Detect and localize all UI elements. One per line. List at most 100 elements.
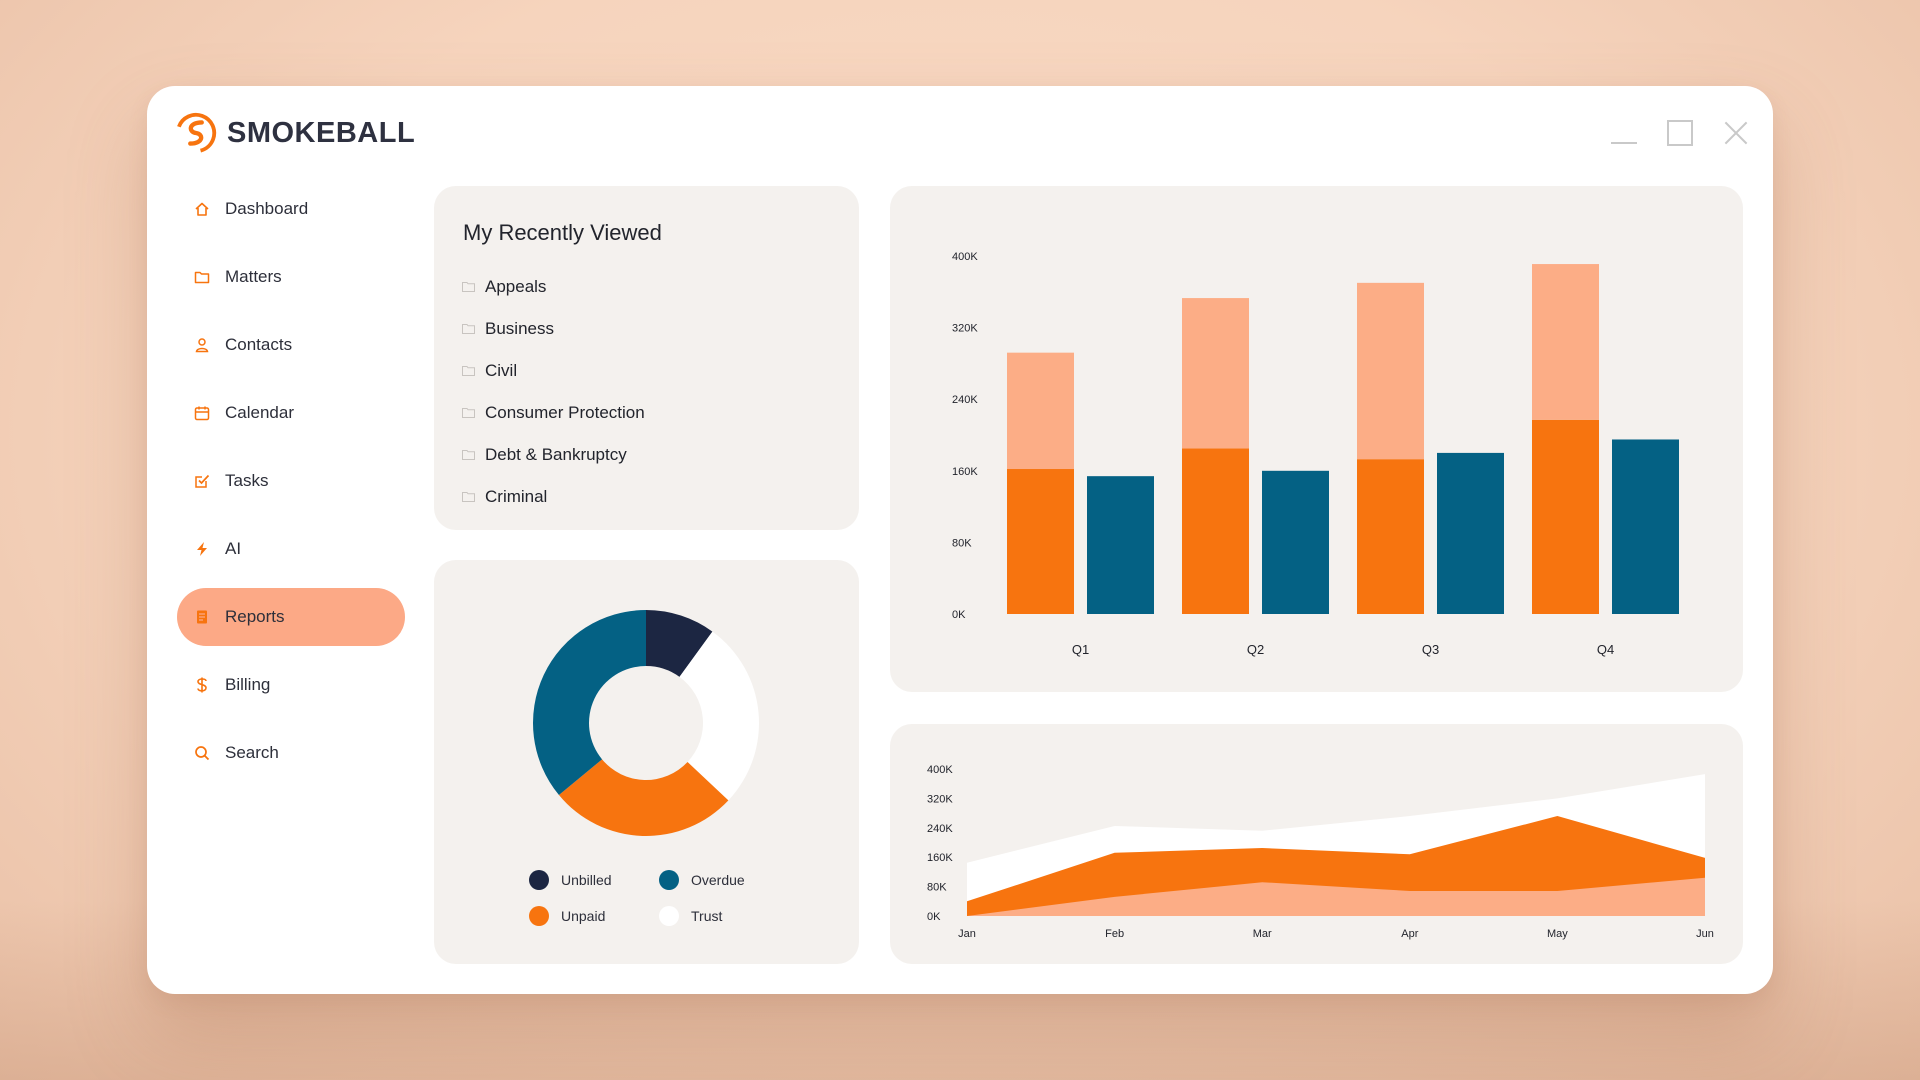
list-item[interactable]: Appeals bbox=[462, 266, 645, 308]
lightning-icon bbox=[193, 540, 211, 558]
list-item-label: Criminal bbox=[485, 487, 548, 506]
sidebar-item-matters[interactable]: Matters bbox=[177, 248, 405, 306]
home-icon bbox=[193, 200, 211, 218]
folder-icon bbox=[462, 450, 475, 460]
list-item-label: Appeals bbox=[485, 277, 547, 296]
sidebar-item-label: AI bbox=[225, 539, 242, 558]
legend-label: Unpaid bbox=[561, 908, 606, 924]
list-item-label: Business bbox=[485, 319, 554, 338]
brand-logo[interactable]: SMOKEBALL bbox=[173, 110, 415, 156]
maximize-icon[interactable] bbox=[1667, 120, 1693, 146]
donut-slice-overdue[interactable] bbox=[533, 610, 646, 796]
bar-segment-upper[interactable] bbox=[1532, 264, 1599, 420]
list-item[interactable]: Debt & Bankruptcy bbox=[462, 434, 645, 476]
close-icon[interactable] bbox=[1723, 120, 1749, 146]
x-tick-label: Feb bbox=[1105, 928, 1124, 940]
minimize-icon[interactable] bbox=[1611, 120, 1637, 146]
list-item[interactable]: Consumer Protection bbox=[462, 392, 645, 434]
calendar-icon bbox=[193, 404, 211, 422]
y-tick-label: 320K bbox=[927, 793, 953, 805]
y-tick-label: 240K bbox=[927, 823, 953, 835]
y-tick-label: 80K bbox=[952, 537, 972, 549]
sidebar-item-ai[interactable]: AI bbox=[177, 520, 405, 578]
x-tick-label: Q2 bbox=[1247, 642, 1264, 657]
sidebar-item-dashboard[interactable]: Dashboard bbox=[177, 180, 405, 238]
sidebar-item-tasks[interactable]: Tasks bbox=[177, 452, 405, 510]
document-icon bbox=[193, 608, 211, 626]
bar-segment-lower[interactable] bbox=[1007, 469, 1074, 614]
sidebar-item-billing[interactable]: Billing bbox=[177, 656, 405, 714]
legend-swatch bbox=[659, 870, 679, 890]
sidebar-item-reports[interactable]: Reports bbox=[177, 588, 405, 646]
bar-segment-upper[interactable] bbox=[1007, 352, 1074, 470]
legend-item-unpaid: Unpaid bbox=[529, 906, 659, 926]
y-tick-label: 320K bbox=[952, 323, 978, 335]
y-tick-label: 240K bbox=[952, 394, 978, 406]
bar-segment-upper[interactable] bbox=[1182, 298, 1249, 449]
x-tick-label: Jun bbox=[1696, 928, 1714, 940]
sidebar-item-contacts[interactable]: Contacts bbox=[177, 316, 405, 374]
y-tick-label: 80K bbox=[927, 882, 947, 894]
window-controls bbox=[1611, 120, 1749, 146]
bar-segment-lower[interactable] bbox=[1182, 448, 1249, 614]
y-tick-label: 160K bbox=[952, 466, 978, 478]
donut-chart bbox=[533, 610, 759, 836]
bar-second[interactable] bbox=[1087, 476, 1154, 614]
sidebar-item-label: Dashboard bbox=[225, 199, 309, 218]
sidebar-item-search[interactable]: Search bbox=[177, 724, 405, 782]
dollar-icon bbox=[193, 676, 211, 694]
list-item-label: Debt & Bankruptcy bbox=[485, 445, 627, 464]
sidebar-item-label: Contacts bbox=[225, 335, 293, 354]
legend-label: Overdue bbox=[691, 872, 745, 888]
search-icon bbox=[193, 744, 211, 762]
bar-segment-upper[interactable] bbox=[1357, 282, 1424, 460]
x-tick-label: Mar bbox=[1253, 928, 1272, 940]
x-tick-label: Q1 bbox=[1072, 642, 1089, 657]
x-tick-label: Jan bbox=[958, 928, 976, 940]
recently-viewed-card: My Recently Viewed Appeals Business Civi… bbox=[434, 186, 859, 530]
donut-chart-card: Unbilled Overdue Unpaid Trust bbox=[434, 560, 859, 964]
recently-viewed-title: My Recently Viewed bbox=[463, 220, 662, 245]
donut-legend: Unbilled Overdue Unpaid Trust bbox=[529, 870, 789, 926]
sidebar-item-label: Search bbox=[225, 743, 279, 762]
bar-segment-lower[interactable] bbox=[1357, 459, 1424, 614]
sidebar-item-label: Calendar bbox=[225, 403, 294, 422]
person-icon bbox=[193, 336, 211, 354]
sidebar-item-label: Tasks bbox=[225, 471, 269, 490]
legend-item-trust: Trust bbox=[659, 906, 789, 926]
folder-icon bbox=[462, 492, 475, 502]
legend-label: Unbilled bbox=[561, 872, 612, 888]
brand-name: SMOKEBALL bbox=[227, 116, 416, 149]
smokeball-logo-icon bbox=[175, 112, 217, 154]
list-item[interactable]: Criminal bbox=[462, 476, 645, 518]
donut-slice-unbilled[interactable] bbox=[646, 610, 713, 677]
task-icon bbox=[193, 472, 211, 490]
list-item[interactable]: Civil bbox=[462, 350, 645, 392]
sidebar-item-calendar[interactable]: Calendar bbox=[177, 384, 405, 442]
x-tick-label: May bbox=[1547, 928, 1568, 940]
area-series-front[interactable] bbox=[967, 877, 1705, 916]
bar-second[interactable] bbox=[1612, 439, 1679, 614]
donut-slice-trust[interactable] bbox=[679, 631, 759, 801]
bar-segment-lower[interactable] bbox=[1532, 419, 1599, 614]
y-tick-label: 0K bbox=[927, 911, 941, 923]
legend-swatch bbox=[529, 870, 549, 890]
sidebar-item-label: Matters bbox=[225, 267, 282, 286]
legend-label: Trust bbox=[691, 908, 723, 924]
app-window: SMOKEBALL Dashboard Matters Contacts bbox=[147, 86, 1773, 994]
y-tick-label: 400K bbox=[927, 764, 953, 776]
folder-icon bbox=[462, 282, 475, 292]
x-tick-label: Q4 bbox=[1597, 642, 1614, 657]
donut-slice-unpaid[interactable] bbox=[558, 759, 729, 836]
y-tick-label: 160K bbox=[927, 852, 953, 864]
bar-second[interactable] bbox=[1437, 452, 1504, 614]
folder-icon bbox=[462, 324, 475, 334]
list-item[interactable]: Business bbox=[462, 308, 645, 350]
bar-second[interactable] bbox=[1262, 470, 1329, 614]
list-item-label: Consumer Protection bbox=[485, 403, 645, 422]
legend-swatch bbox=[529, 906, 549, 926]
list-item-label: Civil bbox=[485, 361, 518, 380]
folder-icon bbox=[462, 408, 475, 418]
legend-item-unbilled: Unbilled bbox=[529, 870, 659, 890]
recently-viewed-list: Appeals Business Civil Consumer Protecti… bbox=[462, 266, 645, 518]
